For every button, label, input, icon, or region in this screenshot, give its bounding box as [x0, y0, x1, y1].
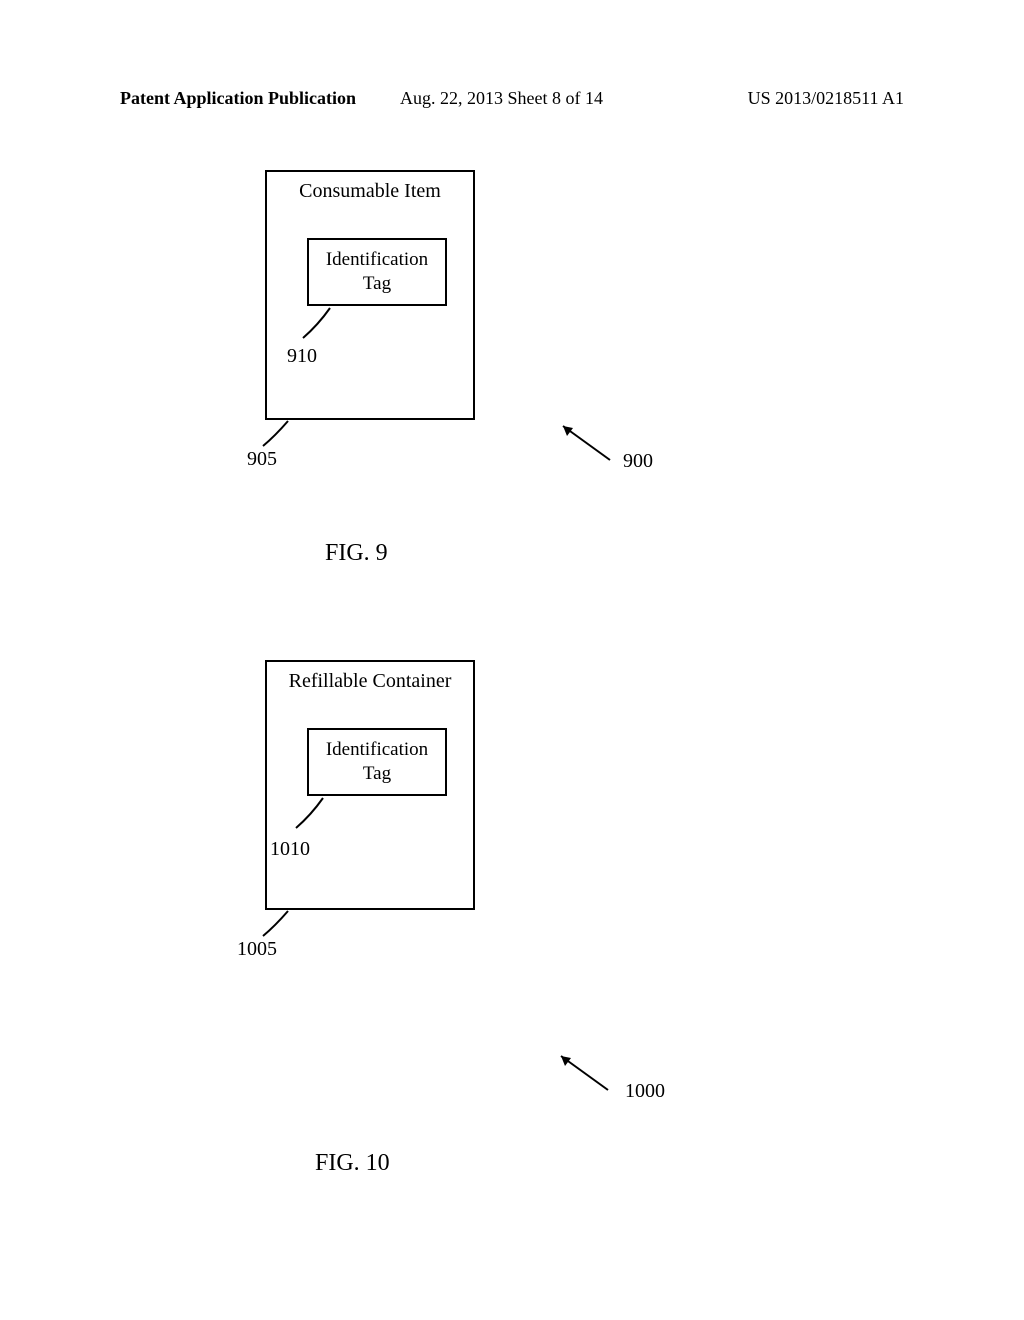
refillable-container-box: Refillable Container Identification Tag [265, 660, 475, 910]
identification-tag-box-9: Identification Tag [307, 238, 447, 306]
id-tag-line2-10: Tag [363, 763, 391, 784]
ref-1010: 1010 [270, 838, 310, 861]
consumable-item-title: Consumable Item [277, 180, 463, 203]
arrow-1000 [553, 1050, 623, 1100]
page-header: Patent Application Publication Aug. 22, … [120, 88, 904, 109]
figure-9: Consumable Item Identification Tag 910 9… [265, 170, 475, 420]
ref-1000: 1000 [625, 1080, 665, 1103]
ref-900: 900 [623, 450, 653, 473]
header-left: Patent Application Publication [120, 88, 356, 109]
ref-905: 905 [247, 448, 277, 471]
ref-910: 910 [287, 345, 317, 368]
refillable-container-title: Refillable Container [277, 670, 463, 693]
header-center: Aug. 22, 2013 Sheet 8 of 14 [400, 88, 603, 109]
arrow-900 [555, 420, 625, 470]
id-tag-line1-10: Identification [326, 739, 428, 760]
identification-tag-box-10: Identification Tag [307, 728, 447, 796]
figure-10: Refillable Container Identification Tag … [265, 660, 475, 910]
id-tag-line2-9: Tag [363, 273, 391, 294]
consumable-item-box: Consumable Item Identification Tag [265, 170, 475, 420]
ref-1005: 1005 [237, 938, 277, 961]
fig9-caption: FIG. 9 [325, 540, 388, 567]
id-tag-line1-9: Identification [326, 249, 428, 270]
fig10-caption: FIG. 10 [315, 1150, 390, 1177]
header-right: US 2013/0218511 A1 [748, 88, 904, 109]
